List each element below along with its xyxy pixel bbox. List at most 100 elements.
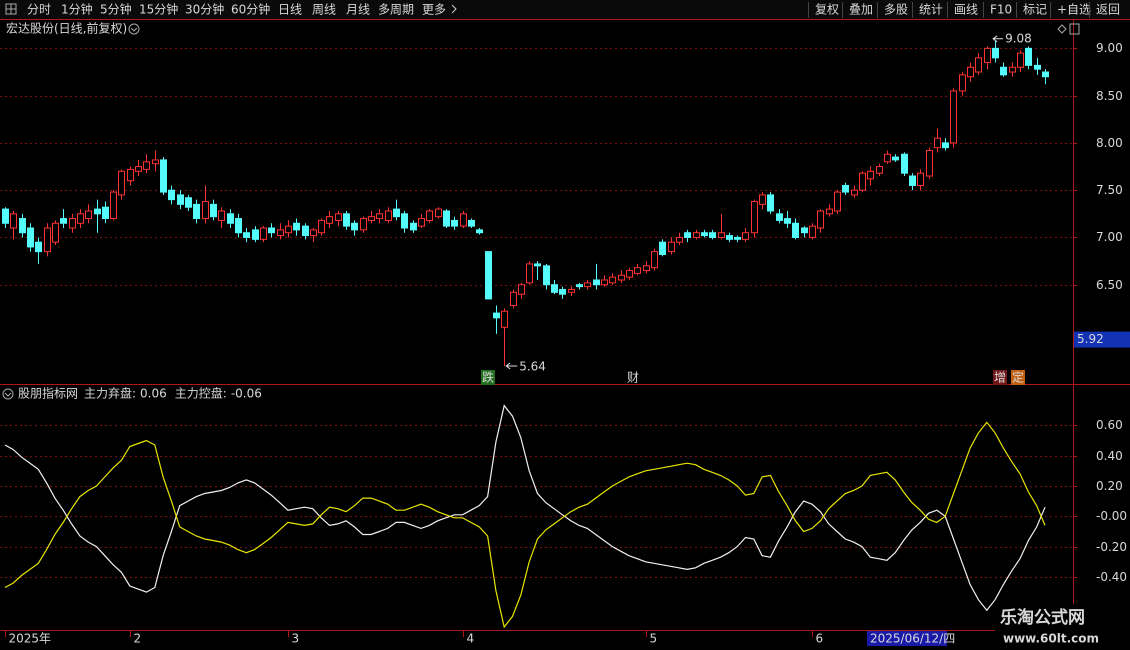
legend-value: 0.06 (140, 387, 167, 401)
candle-body (518, 284, 525, 295)
period-tab[interactable]: 5分钟 (100, 2, 132, 17)
toolbar-button[interactable]: 标记 (1023, 3, 1047, 17)
watermark-name: 乐淘公式网 (1000, 607, 1085, 628)
candle-body (718, 232, 725, 238)
y-tick-label: 7.00 (1096, 230, 1123, 244)
candle-body (975, 57, 982, 73)
event-label: 定 (1012, 370, 1024, 385)
candle-body (784, 218, 791, 224)
candle-body (767, 194, 774, 212)
toolbar-button[interactable]: 复权 (815, 3, 839, 17)
candle-body (493, 312, 500, 319)
candle-body (609, 276, 616, 284)
y-tick-label: 7.50 (1096, 183, 1123, 197)
candle-body (950, 90, 957, 144)
period-tab[interactable]: 15分钟 (139, 2, 178, 17)
low-label: 5.64 (519, 360, 546, 374)
y-tick-label: -0.20 (1096, 540, 1127, 554)
candle-body (260, 227, 267, 240)
candle-body (202, 201, 209, 220)
event-bg (481, 370, 495, 385)
period-tab[interactable]: 多周期 (378, 3, 414, 17)
candle-body (826, 208, 833, 215)
y-tick-label: -0.40 (1096, 570, 1127, 584)
candle-body (102, 206, 109, 220)
x-tick-label: 2025年 (9, 632, 52, 646)
candle-body (534, 263, 541, 267)
menu-icon[interactable] (5, 3, 17, 15)
candle-body (742, 232, 749, 240)
indicator-icon[interactable] (2, 388, 14, 400)
candle-body (135, 166, 142, 172)
candle-body (69, 218, 76, 229)
toolbar-button[interactable]: 多股 (884, 3, 908, 17)
candle-body (410, 222, 417, 231)
toolbar-button[interactable]: +自选 (1057, 3, 1091, 17)
legend-value: -0.06 (231, 387, 262, 401)
event-bg (1011, 370, 1025, 385)
period-tab[interactable]: 月线 (346, 3, 370, 17)
high-arrow (992, 35, 1004, 43)
candle-body (277, 229, 284, 237)
candle-body (401, 213, 408, 229)
panel-icon[interactable] (1069, 23, 1080, 35)
toolbar-button[interactable]: 叠加 (849, 3, 873, 17)
candle-body (851, 189, 858, 196)
candle-body (451, 219, 458, 227)
cursor-date: 2025/06/12/四 (870, 632, 955, 646)
candle-body (44, 227, 51, 253)
candle-body (917, 172, 924, 186)
indicator-line (4, 404, 1046, 612)
toolbar-button[interactable]: 返回 (1096, 3, 1120, 17)
candle-body (1034, 64, 1041, 70)
candle-body (368, 216, 375, 221)
period-tab[interactable]: 1分钟 (61, 2, 93, 17)
more-chevron[interactable] (451, 4, 457, 14)
candle-body (152, 159, 159, 165)
candle-body (776, 213, 783, 221)
period-tab[interactable]: 周线 (312, 3, 336, 17)
candle-body (85, 210, 92, 220)
period-tab[interactable]: 30分钟 (185, 2, 224, 17)
candle-body (468, 219, 475, 227)
period-tab[interactable]: 60分钟 (231, 2, 270, 17)
x-tick-label: 5 (650, 632, 658, 646)
y-tick-label: 0.20 (1096, 479, 1123, 493)
toolbar-bg (0, 0, 1130, 19)
period-tab[interactable]: 分时 (27, 3, 51, 17)
candle-body (901, 153, 908, 174)
candle-body (584, 282, 591, 288)
candle-body (792, 222, 799, 238)
watermark-url: www.60lt.com (1003, 632, 1099, 646)
period-tab[interactable]: 日线 (278, 3, 302, 17)
candle-body (268, 227, 275, 234)
candle-body (252, 229, 259, 240)
candle-body (526, 263, 533, 284)
indicator-icon-arrow (4, 392, 12, 397)
toolbar-button[interactable]: 画线 (954, 3, 978, 17)
candle-body (634, 267, 641, 274)
title-icon[interactable] (128, 23, 140, 35)
candle-body (576, 284, 583, 288)
candle-body (360, 218, 367, 231)
diamond-icon[interactable] (1057, 24, 1067, 34)
candle-body (393, 208, 400, 218)
candle-body (19, 218, 26, 234)
candle-body (110, 191, 117, 220)
candle-body (942, 142, 949, 149)
high-label: 9.08 (1005, 31, 1032, 45)
toolbar-button[interactable]: F10 (990, 3, 1012, 17)
candle-body (618, 274, 625, 281)
candle-body (751, 201, 758, 234)
toolbar-button[interactable]: 统计 (919, 3, 943, 17)
y-tick-label: 6.50 (1096, 278, 1123, 292)
candle-body (1017, 52, 1024, 68)
candle-body (701, 232, 708, 237)
y-tick-label: 8.00 (1096, 136, 1123, 150)
period-tab[interactable]: 更多 (422, 3, 446, 17)
candle-body (967, 66, 974, 78)
candle-body (892, 156, 899, 161)
candle-body (52, 222, 59, 243)
candle-body (27, 227, 34, 248)
